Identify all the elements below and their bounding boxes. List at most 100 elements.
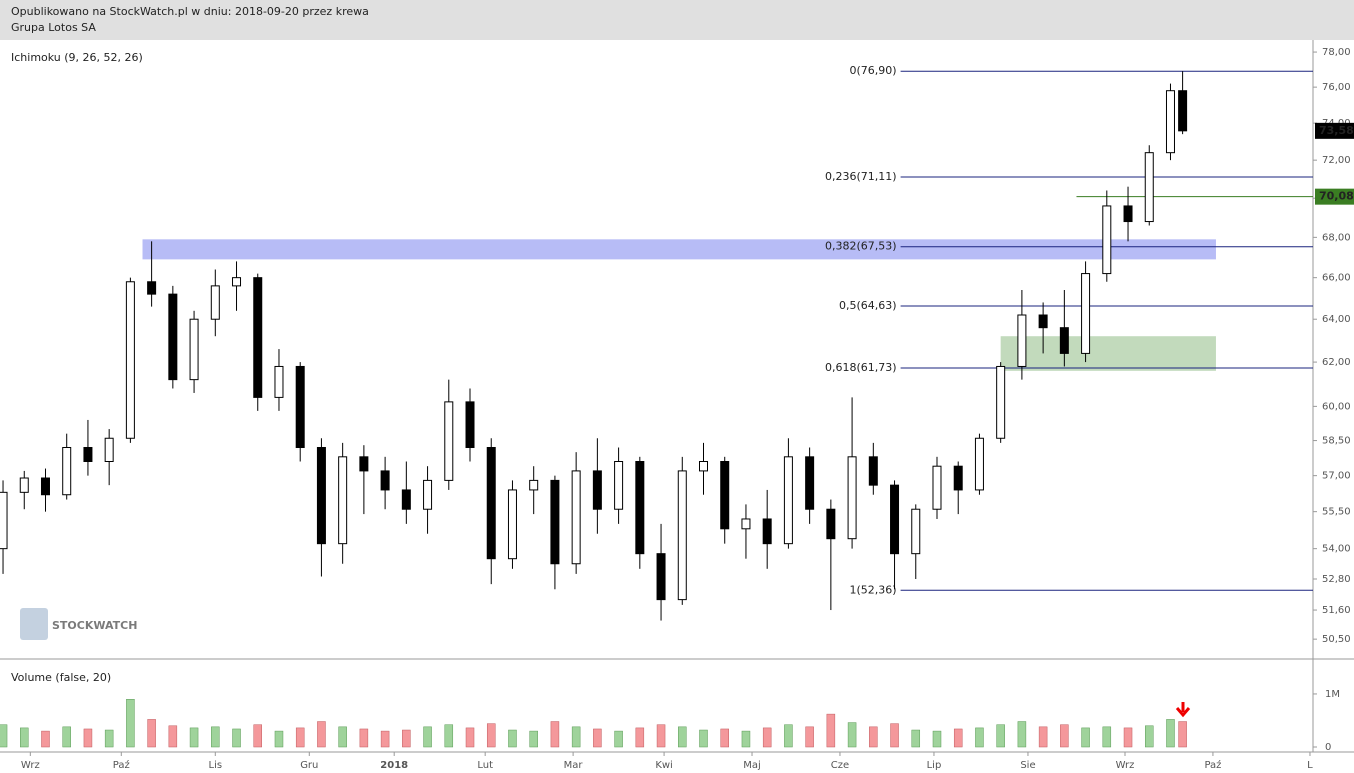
volume-bar xyxy=(1145,725,1154,748)
y-tick-label: 64,00 xyxy=(1322,314,1351,325)
x-tick-label: Wrz xyxy=(21,760,40,771)
volume-bar xyxy=(529,730,538,748)
x-tick-label: Gru xyxy=(300,760,318,771)
level-tag xyxy=(1315,188,1354,205)
candle-body xyxy=(783,456,793,545)
volume-bar xyxy=(699,729,708,748)
volume-tick-label: 1M xyxy=(1325,689,1340,700)
y-tick-label: 66,00 xyxy=(1322,273,1351,284)
volume-bar xyxy=(1102,726,1112,748)
candle-body xyxy=(1017,314,1027,367)
x-tick-label: Lut xyxy=(477,760,493,771)
y-tick-label: 50,50 xyxy=(1322,634,1351,645)
volume-tick-label: 0 xyxy=(1325,742,1331,753)
x-tick-label: Wrz xyxy=(1116,760,1135,771)
candle-body xyxy=(1102,205,1112,275)
watermark-icon xyxy=(20,608,48,640)
volume-bar xyxy=(869,726,878,748)
last-price-tag xyxy=(1315,122,1354,139)
candle-body xyxy=(274,365,284,398)
volume-bar xyxy=(1166,719,1175,748)
arrow xyxy=(1175,702,1191,718)
candle-body xyxy=(465,401,475,449)
candle-body xyxy=(507,489,517,560)
candle-body xyxy=(62,447,72,496)
zone xyxy=(1000,336,1216,371)
volume-bar xyxy=(338,726,347,748)
volume-bar xyxy=(253,724,262,748)
fib-label: 0(76,90) xyxy=(850,64,897,77)
candle-body xyxy=(1038,314,1048,329)
last-price-label: 73,58 xyxy=(1319,124,1354,137)
header-bar xyxy=(0,0,1354,40)
volume-bar xyxy=(635,727,645,748)
fib-label: 1(52,36) xyxy=(850,583,897,596)
candle-body xyxy=(210,285,220,320)
volume-bar xyxy=(83,728,93,748)
candle-body xyxy=(380,470,390,491)
x-tick-label: Cze xyxy=(831,760,849,771)
volume-bar xyxy=(232,728,241,748)
volume-bar xyxy=(550,721,560,748)
indicator-label: Ichimoku (9, 26, 52, 26) xyxy=(11,51,143,64)
volume-bar xyxy=(614,730,623,748)
volume-bar xyxy=(1081,727,1090,748)
volume-bar xyxy=(678,726,687,748)
fib-label: 0,618(61,73) xyxy=(825,361,897,374)
x-tick-label: 2018 xyxy=(380,760,408,771)
instrument: Grupa Lotos SA xyxy=(11,21,96,34)
y-tick-label: 76,00 xyxy=(1322,82,1351,93)
candle-body xyxy=(656,553,666,601)
x-tick-label: L xyxy=(1307,760,1313,771)
candle-body xyxy=(953,465,963,491)
volume-bar xyxy=(975,727,984,748)
candle-body xyxy=(529,479,539,491)
volume-bar xyxy=(380,730,390,748)
candle-body xyxy=(699,461,709,472)
y-tick-label: 51,60 xyxy=(1322,605,1351,616)
volume-bar xyxy=(274,730,284,748)
volume-bar xyxy=(189,727,199,748)
y-tick-label: 68,00 xyxy=(1322,232,1351,243)
volume-bar xyxy=(41,730,50,748)
volume-bar xyxy=(784,724,793,748)
volume-bar xyxy=(104,729,114,748)
candle-body xyxy=(0,491,8,550)
candle-body xyxy=(974,437,984,491)
candle-body xyxy=(1123,205,1133,223)
fib-label: 0,382(67,53) xyxy=(825,240,897,253)
candle-body xyxy=(125,281,135,439)
volume-bar xyxy=(656,724,666,748)
candle-body xyxy=(762,518,772,545)
volume-bar xyxy=(402,729,411,748)
candle-body xyxy=(295,365,305,449)
candle-body xyxy=(911,508,921,555)
y-tick-label: 54,00 xyxy=(1322,544,1351,555)
candle-body xyxy=(338,456,348,545)
y-tick-label: 58,50 xyxy=(1322,436,1351,447)
volume-bar xyxy=(1123,727,1133,748)
candle-body xyxy=(868,456,878,486)
candle-body xyxy=(614,461,624,510)
candle-body xyxy=(1144,152,1154,223)
candle-body xyxy=(444,401,454,481)
candle-body xyxy=(741,518,751,530)
volume-bar xyxy=(1017,721,1027,748)
candle-body xyxy=(847,456,857,540)
volume-bar xyxy=(211,726,220,748)
candle-body xyxy=(1178,90,1188,132)
candle-body xyxy=(423,479,433,510)
volume-bar xyxy=(1178,721,1187,748)
candle-body xyxy=(104,437,114,463)
y-tick-label: 78,00 xyxy=(1322,47,1351,58)
y-tick-label: 57,00 xyxy=(1322,471,1351,482)
candle-body xyxy=(996,365,1006,439)
volume-bar xyxy=(996,724,1005,748)
y-tick-label: 52,80 xyxy=(1322,574,1351,585)
volume-bar xyxy=(741,730,751,748)
volume-bar xyxy=(20,727,29,748)
volume-bar xyxy=(423,726,432,748)
x-tick-label: Kwi xyxy=(655,760,673,771)
volume-label: Volume (false, 20) xyxy=(11,671,111,684)
